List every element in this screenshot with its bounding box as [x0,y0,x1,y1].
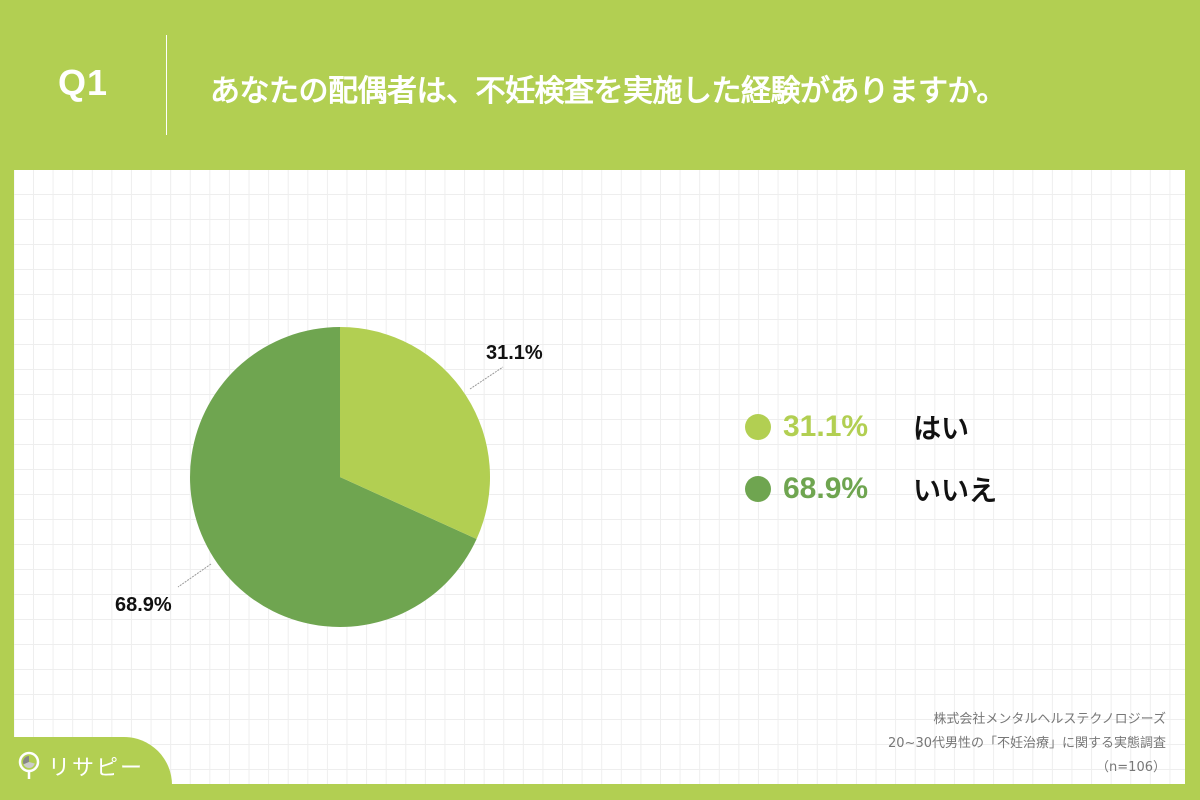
source-sample-size: （n=106） [1096,760,1166,775]
legend: 31.1% はい 68.9% いいえ [745,405,997,529]
legend-label: いいえ [913,474,998,507]
legend-item-no: 68.9% いいえ [745,467,997,511]
pie-slice-no [190,327,477,627]
leader-line-no [177,563,212,588]
header-divider [166,35,167,135]
source-survey: 20~30代男性の「不妊治療」に関する実態調査 [888,736,1166,751]
pie-slice-yes [340,327,491,539]
legend-dot-icon [745,414,771,440]
header: Q1 あなたの配偶者は、不妊検査を実施した経験がありますか。 [0,0,1200,170]
legend-percent: 68.9% [783,472,869,505]
slice-label-yes: 31.1% [486,342,543,364]
leader-line-yes [469,366,504,390]
legend-label: はい [913,412,970,445]
slice-label-no: 68.9% [115,594,172,616]
logo-text: リサピー [48,756,145,781]
question-number: Q1 [58,62,109,103]
source-note: 株式会社メンタルヘルステクノロジーズ 20~30代男性の「不妊治療」に関する実態… [888,708,1166,780]
source-company: 株式会社メンタルヘルステクノロジーズ [933,712,1166,727]
legend-item-yes: 31.1% はい [745,405,997,449]
logo-tab [0,737,172,800]
pin-chart-icon [18,751,40,779]
legend-percent: 31.1% [783,410,869,443]
logo: リサピー [18,750,144,782]
legend-dot-icon [745,476,771,502]
question-title: あなたの配偶者は、不妊検査を実施した経験がありますか。 [210,74,1006,109]
